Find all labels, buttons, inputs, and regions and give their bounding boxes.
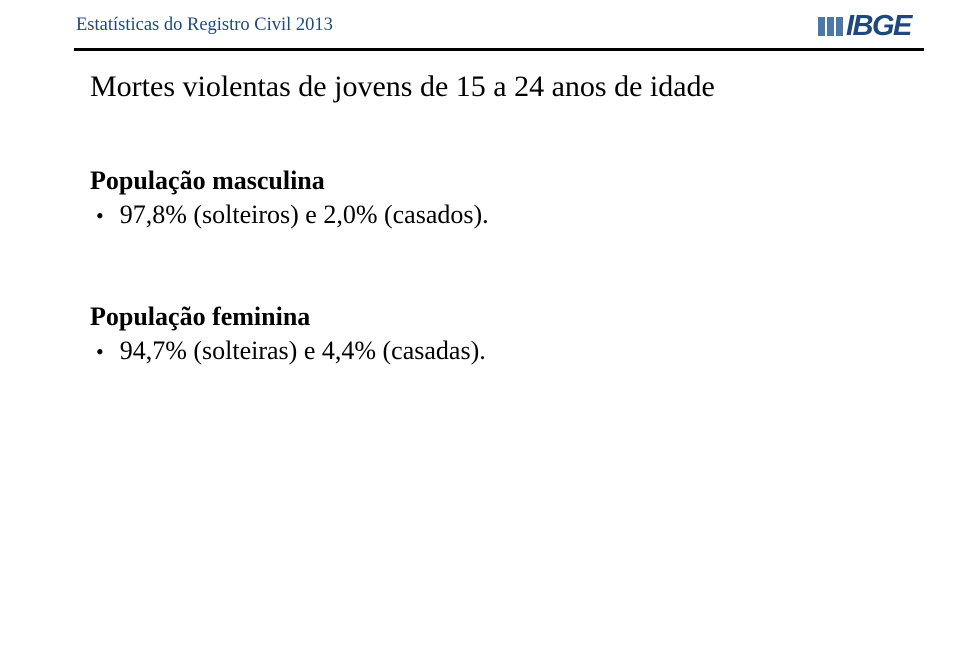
ibge-logo: IBGE	[818, 10, 924, 43]
section-female: População feminina • 94,7% (solteiras) e…	[90, 302, 900, 366]
section-male: População masculina • 97,8% (solteiros) …	[90, 166, 900, 230]
header-title: Estatísticas do Registro Civil 2013	[76, 15, 333, 36]
section-heading: População feminina	[90, 302, 900, 332]
bullet-item: • 97,8% (solteiros) e 2,0% (casados).	[90, 200, 900, 230]
logo-text: IBGE	[846, 10, 911, 43]
section-heading: População masculina	[90, 166, 900, 196]
main-title: Mortes violentas de jovens de 15 a 24 an…	[90, 70, 900, 104]
slide: Estatísticas do Registro Civil 2013 IBGE…	[0, 0, 960, 665]
bullet-icon: •	[96, 341, 104, 363]
bullet-item: • 94,7% (solteiras) e 4,4% (casadas).	[90, 336, 900, 366]
slide-content: Mortes violentas de jovens de 15 a 24 an…	[90, 70, 900, 372]
header-divider	[74, 48, 924, 51]
bullet-text: 94,7% (solteiras) e 4,4% (casadas).	[120, 336, 486, 366]
logo-bar	[827, 17, 834, 36]
logo-bar	[836, 17, 843, 36]
logo-bars-icon	[818, 17, 843, 36]
bullet-text: 97,8% (solteiros) e 2,0% (casados).	[120, 200, 489, 230]
logo-bar	[818, 17, 825, 36]
slide-header: Estatísticas do Registro Civil 2013 IBGE	[0, 0, 960, 54]
section-gap	[90, 236, 900, 302]
bullet-icon: •	[96, 205, 104, 227]
